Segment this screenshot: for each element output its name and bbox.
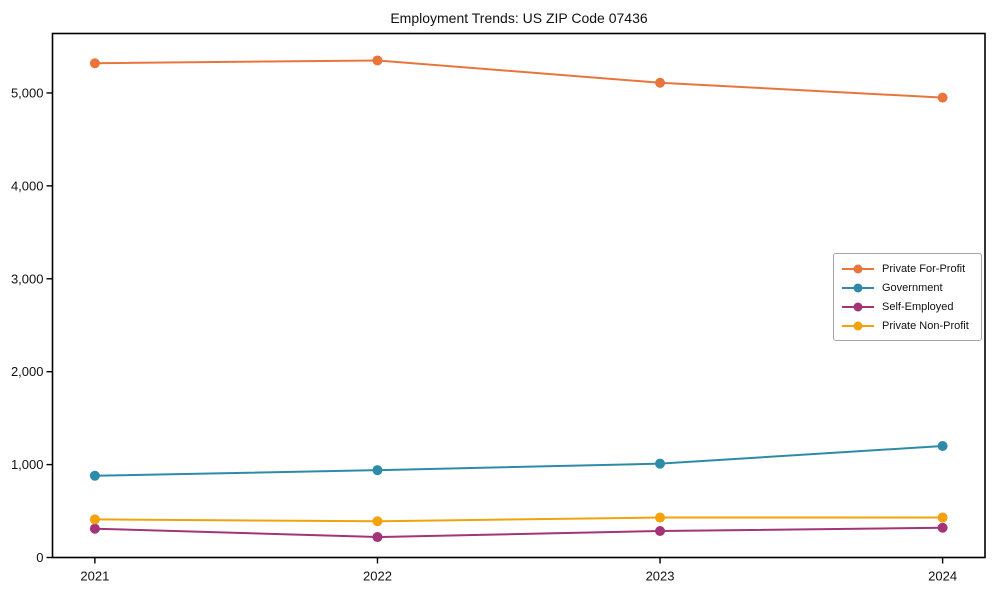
data-point-government [937,441,948,452]
series-line-private-non-profit [94,516,943,523]
legend-item-label: Private Non-Profit [882,319,969,332]
legend-marker-icon [842,321,874,330]
x-tick-label: 2024 [928,569,957,584]
data-point-self-employed [937,522,948,533]
data-point-private-non-profit [372,516,383,527]
x-tick-label: 2022 [363,569,392,584]
y-tick-label: 1,000 [11,457,44,472]
data-point-private-non-profit [89,514,100,525]
series-line-self-employed [94,526,943,539]
data-point-private-for-profit [372,55,383,66]
legend-marker-dot [853,302,863,311]
legend: Private For-Profit Government Self-Employe… [833,253,982,341]
legend-marker-dot [853,283,863,292]
data-point-self-employed [372,532,383,543]
series-line-government [94,445,943,477]
data-point-private-non-profit [937,512,948,523]
legend-marker-dot [853,264,863,273]
series-line-private-for-profit [94,59,943,99]
data-point-private-for-profit [89,58,100,69]
legend-item-label: Government [882,281,943,294]
data-point-private-for-profit [937,92,948,103]
data-point-self-employed [89,523,100,534]
axes-layer: 0 1,000 2,000 3,000 4,000 5,000 2021 2022 2023 20… [11,32,986,584]
legend-item: Government [841,278,973,297]
y-tick-label: 5,000 [11,85,44,100]
series-layer [89,55,948,543]
x-tick-label: 2021 [80,569,109,584]
data-point-government [655,458,666,469]
y-tick-label: 0 [36,550,43,565]
legend-item: Self-Employed [841,297,973,316]
legend-marker-icon [842,283,874,292]
data-point-self-employed [655,526,666,537]
legend-item-label: Self-Employed [882,300,954,313]
x-tick-label: 2023 [646,569,675,584]
y-tick-label: 4,000 [11,178,44,193]
legend-marker-icon [842,302,874,311]
chart-title: Employment Trends: US ZIP Code 07436 [390,10,648,26]
legend-marker-icon [842,264,874,273]
data-point-government [372,465,383,476]
data-point-private-for-profit [655,77,666,88]
y-tick-label: 3,000 [11,271,44,286]
legend-item-label: Private For-Profit [882,262,966,275]
y-tick-label: 2,000 [11,364,44,379]
data-point-government [89,470,100,481]
legend-marker-dot [853,321,863,330]
data-point-private-non-profit [655,512,666,523]
legend-item: Private For-Profit [841,259,973,278]
legend-item: Private Non-Profit [841,316,973,335]
plot-border [51,32,986,559]
